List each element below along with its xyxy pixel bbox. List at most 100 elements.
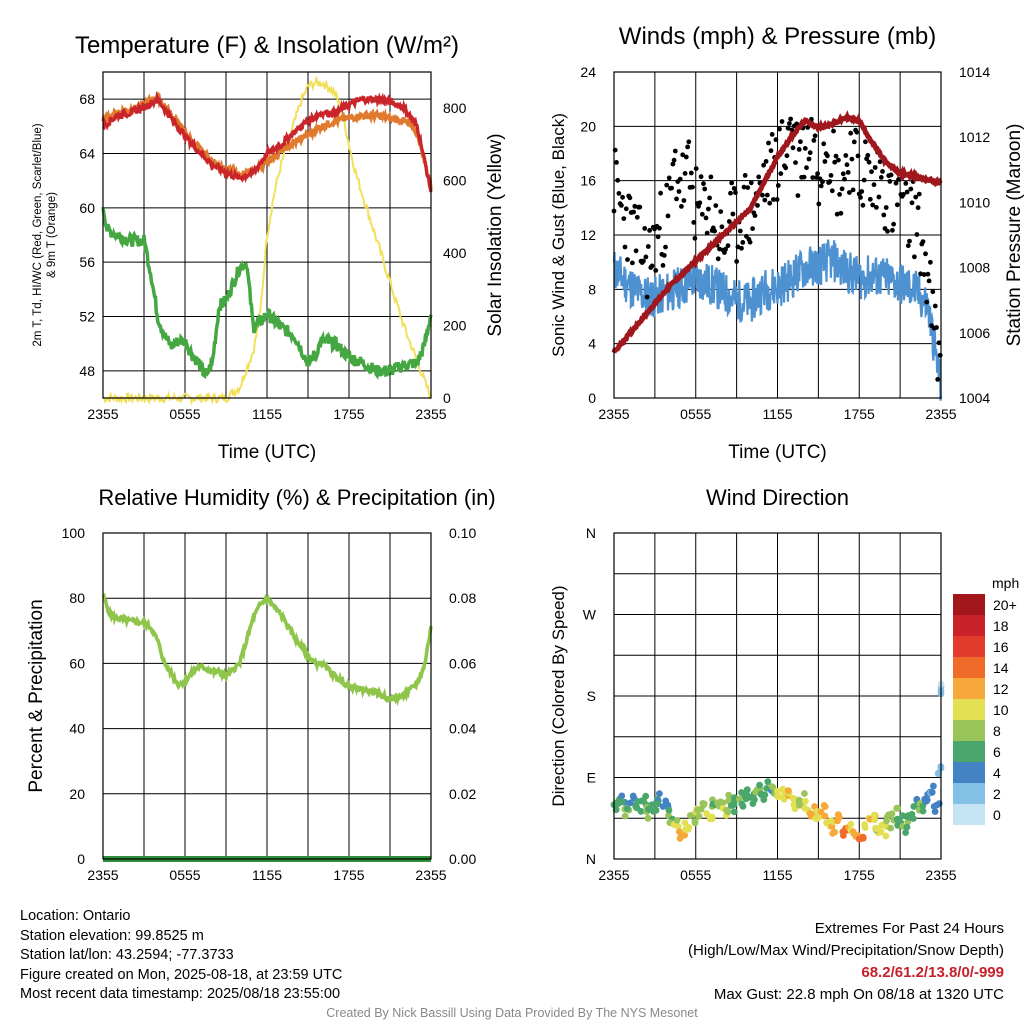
gust-point [655, 234, 661, 240]
extremes-info: Extremes For Past 24 Hours (High/Low/Max… [688, 918, 1004, 1006]
x-axis-label: Time (UTC) [218, 442, 317, 463]
gust-point [691, 220, 697, 225]
gust-point [778, 171, 784, 177]
gust-point [713, 203, 719, 209]
gust-point [737, 228, 743, 234]
location-text: Location: Ontario [20, 908, 131, 924]
gust-point [850, 187, 856, 193]
gust-point [768, 148, 774, 154]
x-tick-label: 0555 [680, 867, 711, 883]
wind-direction-point [623, 805, 631, 812]
gust-point [893, 180, 899, 186]
gust-point [703, 215, 709, 221]
x-tick-label: 1755 [333, 867, 364, 883]
gust-point [871, 182, 877, 188]
y-tick-label: 100 [62, 525, 86, 541]
credit-line: Created By Nick Bassill Using Data Provi… [326, 1006, 698, 1020]
gust-point [904, 189, 910, 195]
gust-point [712, 228, 717, 234]
wind-direction-point [919, 807, 927, 815]
gust-point [903, 181, 909, 186]
x-tick-label: 1155 [252, 867, 282, 883]
y2-tick-label: 1012 [959, 129, 990, 145]
gust-point [924, 299, 930, 305]
gust-point [859, 189, 865, 194]
wind-direction-point [708, 813, 716, 821]
x-tick-label: 1755 [844, 867, 875, 883]
x-tick-label: 2355 [87, 406, 118, 422]
gust-point [813, 175, 819, 180]
plot-frame-3 [102, 532, 432, 860]
y2-tick-label: 0.08 [449, 590, 476, 606]
plot-frame-1 [102, 71, 432, 399]
gust-point [854, 129, 860, 135]
wind-direction-point [648, 801, 656, 809]
colorbar-swatch [953, 783, 985, 804]
gust-point [820, 179, 825, 185]
gust-point [649, 263, 655, 269]
gust-point [631, 209, 636, 215]
gust-point [818, 183, 824, 189]
colorbar-tick-label: 10 [993, 702, 1009, 718]
gust-point [794, 121, 800, 127]
gust-point [644, 294, 650, 300]
gust-point [832, 159, 838, 165]
gust-point [811, 138, 817, 143]
wind-direction-point [640, 796, 647, 804]
gust-point [688, 170, 694, 176]
wind-direction-point [888, 810, 896, 818]
gust-point [623, 206, 629, 212]
gust-point [763, 159, 769, 164]
gust-point [916, 191, 922, 197]
wind-direction-point [928, 788, 936, 796]
gust-point [657, 225, 662, 231]
gust-point [715, 256, 721, 262]
x-tick-label: 0555 [169, 867, 200, 883]
x-tick-label: 1155 [252, 406, 282, 422]
gust-point [755, 203, 760, 208]
y-axis-label-line2: & 9m T (Orange) [46, 192, 58, 278]
colorbar-tick-label: 16 [993, 639, 1009, 655]
gust-point [877, 159, 883, 165]
y-tick-label: 52 [79, 309, 95, 325]
gust-point [804, 165, 809, 171]
wind-direction-point [931, 808, 939, 815]
x-tick-label: 2355 [925, 406, 956, 422]
gust-point [937, 352, 943, 358]
wind-direction-point [644, 814, 652, 822]
gust-point [698, 174, 704, 180]
gust-point [760, 192, 765, 198]
gust-point [926, 278, 932, 284]
wind-direction-point [829, 830, 837, 837]
wind-direction-point [618, 792, 626, 800]
gust-point [771, 197, 776, 202]
wind-direction-point [835, 814, 842, 822]
wind-direction-point [769, 783, 777, 791]
y-tick-label: W [583, 607, 597, 623]
wind-direction-point [902, 829, 909, 836]
y2-axis-label: Solar Insolation (Yellow) [485, 133, 506, 336]
y-tick-label: N [586, 851, 596, 867]
y2-axis-label: Station Pressure (Maroon) [1004, 124, 1024, 347]
gust-point [858, 195, 863, 200]
y-tick-label: 4 [588, 336, 596, 352]
wind-direction-point [676, 835, 684, 842]
gust-point [807, 150, 813, 156]
wind-direction-point [821, 812, 829, 820]
gust-point [679, 204, 684, 209]
gust-point [642, 226, 648, 231]
gust-point [682, 171, 688, 176]
gust-point [773, 137, 779, 143]
gust-point [908, 186, 914, 192]
y-tick-label: 0 [77, 851, 85, 867]
colorbar-tick-label: 12 [993, 681, 1009, 697]
gust-point [810, 175, 816, 181]
y2-tick-label: 1008 [959, 260, 990, 276]
gust-point [815, 171, 820, 177]
colorbar-swatch [953, 657, 985, 678]
gust-point [619, 203, 624, 208]
y-axis-label: Sonic Wind & Gust (Blue, Black) [549, 113, 568, 357]
series-solar-insolation [102, 74, 432, 406]
y2-tick-label: 0.06 [449, 655, 476, 671]
